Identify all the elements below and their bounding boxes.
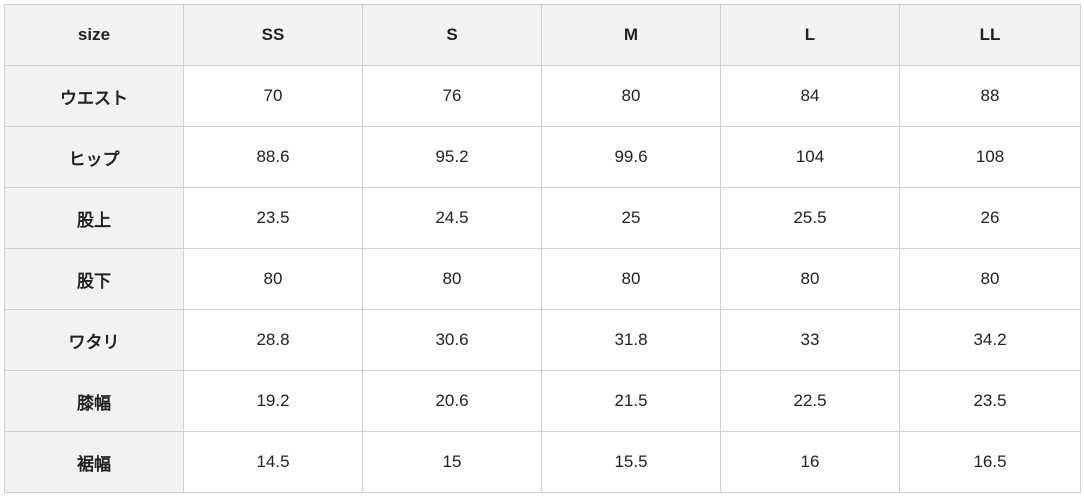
table-cell: 23.5 — [183, 187, 363, 249]
table-cell: 76 — [362, 65, 542, 127]
row-label: ウエスト — [4, 65, 184, 127]
row-label: ヒップ — [4, 126, 184, 188]
table-cell: 88 — [899, 65, 1081, 127]
table-cell: 80 — [541, 65, 721, 127]
table-cell: 84 — [720, 65, 900, 127]
header-cell: size — [4, 4, 184, 66]
header-cell: L — [720, 4, 900, 66]
table-cell: 108 — [899, 126, 1081, 188]
table-row: ウエスト 70 76 80 84 88 — [4, 65, 1081, 127]
row-label: 裾幅 — [4, 431, 184, 493]
row-label: 股上 — [4, 187, 184, 249]
table-cell: 23.5 — [899, 370, 1081, 432]
table-cell: 21.5 — [541, 370, 721, 432]
table-cell: 22.5 — [720, 370, 900, 432]
row-label: 膝幅 — [4, 370, 184, 432]
table-cell: 88.6 — [183, 126, 363, 188]
table-cell: 24.5 — [362, 187, 542, 249]
row-label: 股下 — [4, 248, 184, 310]
table-body: ウエスト 70 76 80 84 88 ヒップ 88.6 95.2 99.6 104 108 股上 23.… — [4, 65, 1081, 493]
table-row: 股上 23.5 24.5 25 25.5 26 — [4, 187, 1081, 249]
size-table-container: size SS S M L LL ウエスト 70 76 80 84 88 ヒップ 88.6 95.2 99.… — [4, 4, 1081, 493]
table-cell: 95.2 — [362, 126, 542, 188]
table-cell: 80 — [899, 248, 1081, 310]
table-cell: 70 — [183, 65, 363, 127]
header-cell: M — [541, 4, 721, 66]
table-cell: 25 — [541, 187, 721, 249]
table-cell: 16.5 — [899, 431, 1081, 493]
size-table: size SS S M L LL ウエスト 70 76 80 84 88 ヒップ 88.6 95.2 99.… — [4, 4, 1081, 493]
header-cell: S — [362, 4, 542, 66]
table-cell: 99.6 — [541, 126, 721, 188]
header-row: size SS S M L LL — [4, 4, 1081, 66]
table-cell: 19.2 — [183, 370, 363, 432]
table-cell: 30.6 — [362, 309, 542, 371]
table-row: ワタリ 28.8 30.6 31.8 33 34.2 — [4, 309, 1081, 371]
table-cell: 33 — [720, 309, 900, 371]
table-row: 膝幅 19.2 20.6 21.5 22.5 23.5 — [4, 370, 1081, 432]
table-cell: 25.5 — [720, 187, 900, 249]
table-cell: 15.5 — [541, 431, 721, 493]
table-cell: 28.8 — [183, 309, 363, 371]
table-cell: 20.6 — [362, 370, 542, 432]
table-cell: 26 — [899, 187, 1081, 249]
table-cell: 80 — [720, 248, 900, 310]
table-cell: 80 — [183, 248, 363, 310]
header-cell: LL — [899, 4, 1081, 66]
table-cell: 80 — [362, 248, 542, 310]
table-row: 股下 80 80 80 80 80 — [4, 248, 1081, 310]
table-cell: 34.2 — [899, 309, 1081, 371]
table-row: 裾幅 14.5 15 15.5 16 16.5 — [4, 431, 1081, 493]
table-cell: 15 — [362, 431, 542, 493]
table-cell: 16 — [720, 431, 900, 493]
table-cell: 14.5 — [183, 431, 363, 493]
table-cell: 104 — [720, 126, 900, 188]
table-cell: 80 — [541, 248, 721, 310]
header-cell: SS — [183, 4, 363, 66]
table-row: ヒップ 88.6 95.2 99.6 104 108 — [4, 126, 1081, 188]
table-cell: 31.8 — [541, 309, 721, 371]
row-label: ワタリ — [4, 309, 184, 371]
